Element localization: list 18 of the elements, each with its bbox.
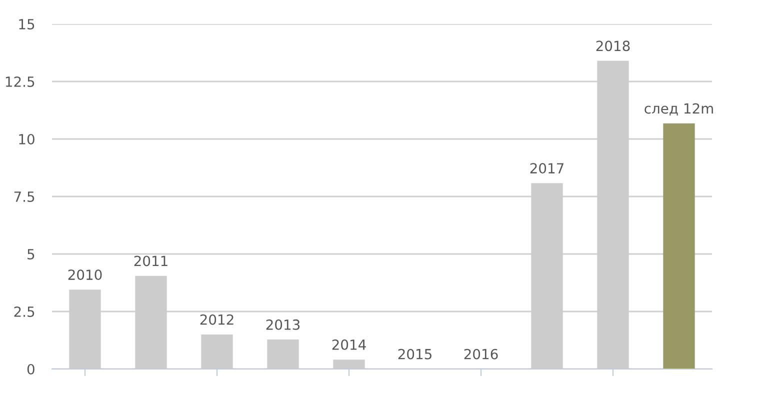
y-tick-label: 12.5 — [6, 76, 34, 87]
x-tick-label: 2010 — [68, 270, 102, 280]
x-tick-label: 2014 — [332, 339, 366, 350]
x-tick-label: 2017 — [530, 163, 564, 174]
y-tick-label: 0 — [27, 364, 34, 374]
y-tick-label: 2.5 — [14, 306, 34, 317]
x-tick-label: 2013 — [266, 319, 300, 330]
x-tick-label: 2011 — [134, 256, 168, 266]
x-tick-label: 2016 — [464, 348, 498, 360]
bar — [663, 123, 695, 369]
y-tick-label: 10 — [19, 134, 34, 144]
x-tick-label: 2018 — [596, 40, 630, 52]
x-tick-label: 2012 — [200, 314, 234, 325]
y-tick-label: 5 — [28, 249, 34, 260]
x-tick-label: 2015 — [398, 348, 432, 360]
y-tick-label: 7.5 — [14, 192, 34, 202]
x-tick-label: след 12m — [644, 103, 713, 116]
y-tick-label: 15 — [19, 19, 34, 30]
